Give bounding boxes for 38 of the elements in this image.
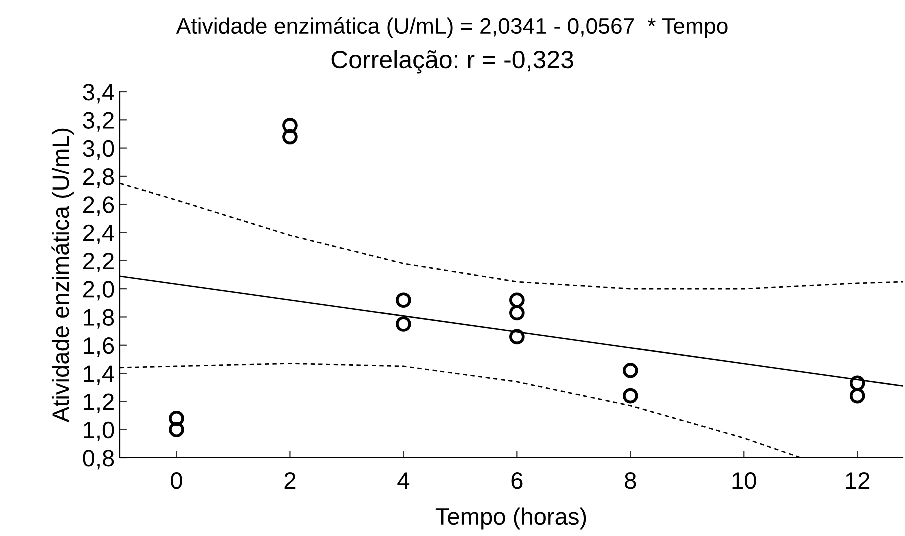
- y-tick-label: 2,8: [84, 168, 114, 188]
- x-tick-label: 8: [625, 472, 636, 490]
- point: [850, 376, 866, 392]
- point: [510, 305, 525, 321]
- point: [169, 422, 184, 438]
- x-tick-label: 10: [732, 472, 756, 490]
- y-tick-label: 1,2: [84, 394, 114, 414]
- point: [282, 118, 298, 134]
- point: [282, 129, 298, 145]
- y-tick-label: 2,0: [84, 281, 114, 301]
- x-tick-label: 12: [846, 472, 870, 489]
- x-tick-label: 2: [284, 472, 296, 489]
- chart-subtitle: Correlação: r = -0,323: [332, 50, 574, 74]
- y-tick-label: 1,6: [84, 337, 114, 357]
- point: [623, 388, 638, 404]
- y-axis-title: Atividade enzimática (U/mL): [52, 128, 74, 423]
- x-tick-label: 0: [171, 472, 182, 490]
- point: [850, 388, 866, 404]
- y-tick-label: 2,6: [84, 196, 114, 216]
- point: [169, 410, 184, 426]
- y-tick-label: 2,2: [84, 252, 114, 272]
- chart-title: Atividade enzimática (U/mL) = 2,0341 - 0,0567 * Tempo: [176, 18, 728, 38]
- point: [396, 316, 412, 332]
- y-tick-label: 0,8: [83, 450, 114, 470]
- point: [623, 363, 638, 378]
- x-tick-label: 6: [512, 472, 523, 490]
- y-tick-label: 3,2: [83, 112, 114, 132]
- point: [396, 292, 412, 308]
- y-tick-label: 1,8: [84, 309, 114, 329]
- y-tick-label: 3,4: [83, 84, 114, 104]
- y-tick-label: 3,0: [83, 140, 114, 160]
- x-axis-title: Tempo (horas): [436, 508, 586, 530]
- y-tick-label: 1,0: [84, 422, 114, 442]
- point: [510, 292, 525, 308]
- y-tick-label: 1,4: [84, 366, 114, 386]
- x-tick-label: 4: [398, 472, 410, 489]
- point: [510, 329, 525, 345]
- y-tick-label: 2,4: [84, 224, 114, 244]
